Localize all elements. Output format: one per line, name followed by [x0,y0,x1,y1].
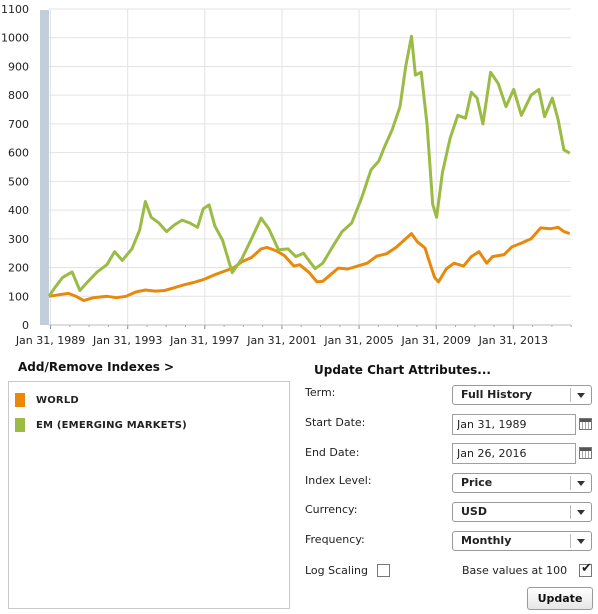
y-tick-label: 600 [8,147,29,160]
x-tick-label: Jan 31, 1993 [92,334,162,347]
y-tick-label: 1100 [1,3,29,16]
x-tick-label: Jan 31, 2005 [323,334,393,347]
start-date-input[interactable] [452,414,576,435]
calendar-icon[interactable] [579,418,592,430]
y-tick-label: 0 [22,319,29,332]
x-tick-label: Jan 31, 2013 [478,334,548,347]
y-tick-label: 700 [8,118,29,131]
x-axis: Jan 31, 1989 Jan 31, 1993 Jan 31, 1997 Jan … [15,324,572,347]
frequency-label: Frequency: [305,533,365,546]
em-color-swatch [15,418,25,432]
x-tick-label: Jan 31, 2001 [246,334,316,347]
add-remove-indexes-link[interactable]: Add/Remove Indexes > [18,360,175,374]
y-tick-label: 900 [8,60,29,73]
range-slider-handle[interactable] [40,10,49,325]
y-axis: 0 100 200 300 400 500 600 700 800 900 1000 1100 [1,3,29,332]
index-level-label: Index Level: [305,474,372,487]
index-level-value: Price [461,476,493,489]
log-scaling-checkbox[interactable] [377,564,390,577]
term-select[interactable]: Full History [452,385,592,405]
y-tick-label: 200 [8,262,29,275]
log-scaling-label: Log Scaling [305,564,368,577]
calendar-icon[interactable] [579,447,592,459]
legend-label-world: WORLD [36,394,79,406]
chart-series [47,34,571,303]
currency-label: Currency: [305,503,358,516]
y-tick-label: 400 [8,204,29,217]
index-list-panel: WORLD EM (EMERGING MARKETS) [8,381,290,609]
checkmark-icon: ✔ [581,561,592,576]
chevron-down-icon [577,539,585,544]
base-values-checkbox[interactable]: ✔ [579,561,592,577]
chevron-down-icon [577,481,585,486]
legend-item-world[interactable]: WORLD [15,392,79,408]
frequency-value: Monthly [461,534,512,547]
legend-item-em[interactable]: EM (EMERGING MARKETS) [15,417,187,433]
legend-label-em: EM (EMERGING MARKETS) [36,419,187,431]
term-value: Full History [461,388,533,401]
y-tick-label: 500 [8,175,29,188]
frequency-select[interactable]: Monthly [452,531,592,551]
start-date-label: Start Date: [305,416,366,429]
index-chart: 0 100 200 300 400 500 600 700 800 900 1000 1100 Jan… [1,3,572,347]
currency-select[interactable]: USD [452,502,592,522]
end-date-input[interactable] [452,443,576,464]
y-tick-label: 1000 [1,32,29,45]
base-values-label: Base values at 100 [462,564,568,577]
end-date-label: End Date: [305,446,360,459]
y-tick-label: 800 [8,89,29,102]
update-button[interactable]: Update [527,587,593,610]
chevron-down-icon [577,393,585,398]
series-line-em [47,34,571,298]
y-tick-label: 100 [8,290,29,303]
x-tick-label: Jan 31, 2009 [400,334,470,347]
y-tick-label: 300 [8,233,29,246]
index-level-select[interactable]: Price [452,473,592,493]
term-label: Term: [305,386,336,399]
world-color-swatch [15,393,25,407]
currency-value: USD [461,505,487,518]
series-line-world [48,225,571,303]
x-tick-label: Jan 31, 1989 [15,334,85,347]
update-chart-attributes-heading: Update Chart Attributes... [314,363,491,377]
chart-grid [49,8,571,326]
x-tick-label: Jan 31, 1997 [169,334,239,347]
chevron-down-icon [577,510,585,515]
